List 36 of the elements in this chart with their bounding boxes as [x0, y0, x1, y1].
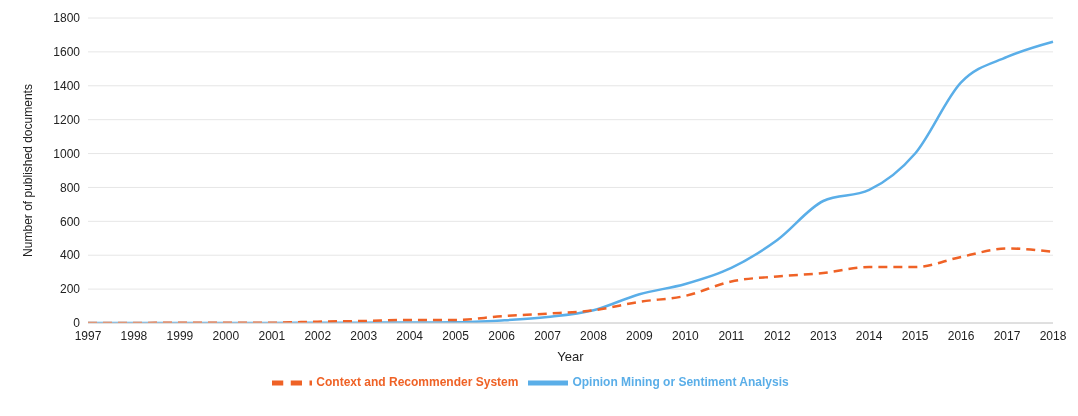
x-tick-label: 2015: [901, 328, 929, 343]
x-tick-label: 2001: [258, 328, 286, 343]
y-tick-label: 1600: [53, 45, 81, 60]
x-tick-label: 2013: [809, 328, 837, 343]
x-tick-label: 2011: [718, 328, 745, 343]
y-tick-label: 200: [59, 282, 81, 297]
legend-label: Context and Recommender System: [316, 375, 519, 390]
y-tick-label: 600: [59, 214, 81, 229]
x-tick-label: 2016: [947, 328, 975, 343]
x-tick-label: 1999: [166, 328, 194, 343]
y-tick-label: 1800: [53, 11, 81, 26]
x-tick-label: 2005: [442, 328, 470, 343]
x-tick-label: 1998: [120, 328, 148, 343]
y-tick-label: 1200: [53, 112, 81, 127]
y-tick-label: 0: [73, 316, 81, 331]
y-tick-label: 400: [59, 248, 81, 263]
legend-label: Opinion Mining or Sentiment Analysis: [572, 375, 789, 390]
x-tick-label: 2006: [488, 328, 516, 343]
x-tick-label: 2014: [855, 328, 883, 343]
x-axis-title: Year: [557, 349, 585, 364]
y-axis-title: Number of published documents: [21, 84, 36, 257]
x-tick-label: 2012: [763, 328, 791, 343]
y-tick-label: 800: [59, 180, 81, 195]
x-tick-label: 2018: [1039, 328, 1067, 343]
x-tick-label: 2002: [304, 328, 332, 343]
x-tick-label: 2009: [626, 328, 654, 343]
x-tick-label: 2003: [350, 328, 378, 343]
x-tick-label: 2007: [534, 328, 562, 343]
x-tick-label: 1997: [74, 328, 102, 343]
y-tick-label: 1000: [53, 146, 81, 161]
x-tick-label: 2010: [672, 328, 700, 343]
y-tick-label: 1400: [53, 79, 81, 94]
x-tick-label: 2004: [396, 328, 424, 343]
x-tick-label: 2017: [993, 328, 1021, 343]
x-tick-label: 2008: [580, 328, 608, 343]
x-tick-label: 2000: [212, 328, 240, 343]
